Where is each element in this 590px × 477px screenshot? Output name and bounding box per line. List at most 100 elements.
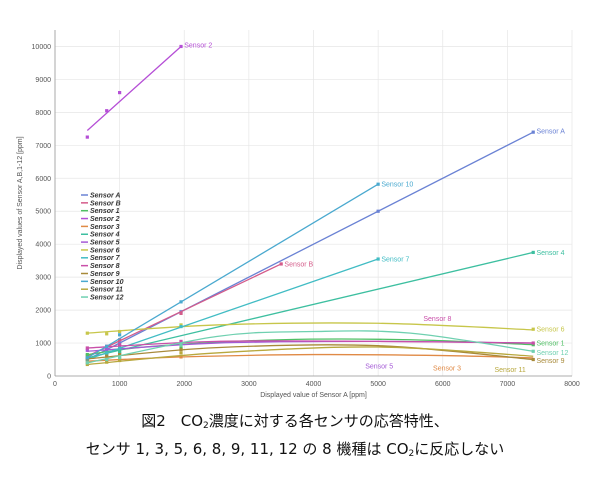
legend-label-sensor-12: Sensor 12 bbox=[90, 294, 124, 301]
legend-label-sensor-7: Sensor 7 bbox=[90, 255, 121, 262]
data-point-sensor-10 bbox=[376, 182, 380, 186]
x-tick-label: 3000 bbox=[241, 381, 257, 388]
y-tick-label: 3000 bbox=[35, 275, 51, 282]
series-line-sensor-4 bbox=[87, 251, 534, 359]
series-line-sensor-10 bbox=[86, 183, 379, 359]
data-point-sensor-7 bbox=[179, 324, 183, 329]
legend-label-sensor-10: Sensor 10 bbox=[90, 279, 124, 286]
data-point-sensor-12 bbox=[531, 349, 535, 353]
legend-label-sensor-b: Sensor B bbox=[90, 200, 121, 207]
series-label-sensor-6: Sensor 6 bbox=[536, 327, 564, 334]
caption-line-1-part-b: 濃度に対する各センサの応答特性、 bbox=[208, 412, 449, 430]
data-point-sensor-11 bbox=[85, 362, 89, 367]
series-label-sensor-9: Sensor 9 bbox=[536, 358, 564, 365]
series-label-sensor-5: Sensor 5 bbox=[365, 364, 393, 371]
data-point-sensor-a bbox=[376, 209, 380, 213]
series-line-sensor-8 bbox=[87, 340, 534, 349]
figure-caption-line-2: センサ 1, 3, 5, 6, 8, 9, 11, 12 の 8 機種は CO2… bbox=[0, 438, 590, 459]
y-tick-label: 8000 bbox=[35, 110, 51, 117]
x-tick-label: 5000 bbox=[370, 381, 386, 388]
data-point-sensor-8 bbox=[118, 343, 122, 347]
legend-label-sensor-3: Sensor 3 bbox=[90, 224, 120, 231]
y-tick-label: 5000 bbox=[35, 209, 51, 216]
data-point-sensor-6 bbox=[118, 329, 122, 334]
data-point-sensor-11 bbox=[105, 360, 109, 364]
x-tick-label: 6000 bbox=[435, 381, 451, 388]
data-point-sensor-2 bbox=[179, 44, 183, 49]
series-label-sensor-3: Sensor 3 bbox=[433, 365, 461, 372]
data-point-sensor-6 bbox=[531, 327, 535, 331]
data-point-sensor-2 bbox=[105, 109, 109, 113]
data-point-sensor-b bbox=[179, 311, 183, 315]
x-tick-label: 4000 bbox=[306, 381, 322, 388]
data-point-sensor-9 bbox=[179, 348, 183, 352]
legend-label-sensor-8: Sensor 8 bbox=[90, 263, 120, 270]
data-point-sensor-10 bbox=[118, 333, 122, 337]
data-point-sensor-7 bbox=[118, 346, 122, 350]
data-point-sensor-5 bbox=[85, 348, 89, 352]
data-point-sensor-8 bbox=[531, 341, 535, 345]
caption-line-1-subscript: 2 bbox=[203, 421, 209, 431]
y-tick-label: 10000 bbox=[32, 44, 52, 51]
legend-label-sensor-9: Sensor 9 bbox=[90, 271, 120, 278]
data-point-sensor-1 bbox=[179, 346, 183, 350]
x-axis-title: Displayed value of Sensor A [ppm] bbox=[260, 392, 367, 399]
data-point-sensor-7 bbox=[376, 257, 380, 261]
legend-label-sensor-a: Sensor A bbox=[90, 192, 120, 199]
data-point-sensor-12 bbox=[105, 357, 109, 362]
data-point-sensor-11 bbox=[118, 358, 122, 363]
y-axis-title: Displayed values of Sensor A,B,1-12 [ppm… bbox=[17, 136, 24, 269]
legend-label-sensor-2: Sensor 2 bbox=[90, 216, 120, 223]
data-point-sensor-6 bbox=[85, 331, 89, 335]
y-tick-label: 4000 bbox=[35, 242, 51, 249]
series-label-sensor-10: Sensor 10 bbox=[381, 182, 413, 189]
y-tick-label: 6000 bbox=[35, 176, 51, 183]
data-point-sensor-6 bbox=[105, 332, 109, 336]
data-point-sensor-11 bbox=[179, 351, 183, 355]
data-point-sensor-4 bbox=[118, 351, 122, 355]
caption-line-2-subscript: 2 bbox=[408, 449, 415, 459]
data-point-sensor-3 bbox=[179, 355, 183, 359]
x-tick-label: 2000 bbox=[176, 381, 192, 388]
series-label-sensor-a: Sensor A bbox=[536, 129, 565, 136]
data-point-sensor-2 bbox=[85, 135, 89, 139]
series-line-sensor-11 bbox=[87, 346, 534, 366]
data-point-sensor-b bbox=[279, 262, 283, 266]
data-point-sensor-1 bbox=[531, 343, 535, 347]
data-point-sensor-7 bbox=[105, 351, 109, 355]
data-point-sensor-6 bbox=[179, 323, 183, 327]
data-point-sensor-b bbox=[118, 338, 122, 342]
x-tick-label: 0 bbox=[53, 381, 57, 388]
data-point-sensor-1 bbox=[85, 352, 89, 357]
series-label-sensor-1: Sensor 1 bbox=[536, 341, 564, 348]
y-tick-label: 1000 bbox=[35, 341, 51, 348]
legend-label-sensor-5: Sensor 5 bbox=[90, 240, 120, 247]
series-label-sensor-4: Sensor 4 bbox=[536, 250, 564, 257]
data-point-sensor-9 bbox=[118, 352, 122, 357]
y-tick-label: 7000 bbox=[35, 143, 51, 150]
caption-line-1-part-a: 図2 CO bbox=[141, 412, 204, 430]
data-point-sensor-10 bbox=[105, 344, 109, 348]
grid-lines bbox=[54, 30, 573, 377]
series-label-sensor-7: Sensor 7 bbox=[381, 257, 409, 264]
data-point-sensor-10 bbox=[179, 300, 183, 304]
data-point-sensor-a bbox=[531, 130, 535, 134]
series-line-sensor-9 bbox=[87, 344, 534, 361]
series-label-sensor-2: Sensor 2 bbox=[184, 42, 212, 49]
data-point-sensor-10 bbox=[85, 356, 89, 360]
series-line-sensor-6 bbox=[87, 322, 534, 334]
data-point-sensor-9 bbox=[531, 357, 535, 362]
legend-label-sensor-6: Sensor 6 bbox=[90, 247, 120, 254]
data-point-sensor-4 bbox=[531, 250, 535, 255]
data-point-sensor-8 bbox=[85, 346, 89, 350]
legend-label-sensor-4: Sensor 4 bbox=[90, 232, 120, 239]
data-point-sensor-1 bbox=[118, 349, 122, 353]
data-point-sensor-a bbox=[118, 341, 122, 345]
x-tick-label: 1000 bbox=[112, 381, 128, 388]
legend-label-sensor-11: Sensor 11 bbox=[90, 287, 123, 294]
data-point-sensor-9 bbox=[105, 354, 109, 358]
data-point-sensor-12 bbox=[179, 343, 183, 347]
axes: 0 1000 2000 3000 4000 5000 6000 7000 8000 0 1000 20… bbox=[17, 30, 580, 399]
